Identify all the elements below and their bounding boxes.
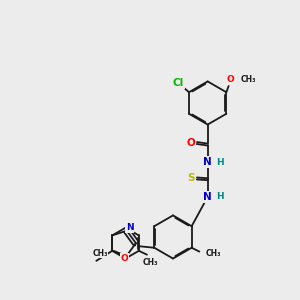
Text: CH₃: CH₃ bbox=[241, 75, 256, 84]
Text: H: H bbox=[216, 158, 224, 167]
Text: CH₃: CH₃ bbox=[92, 249, 108, 258]
Text: Cl: Cl bbox=[172, 78, 184, 88]
Text: CH₃: CH₃ bbox=[206, 249, 221, 258]
Text: N: N bbox=[203, 192, 212, 202]
Text: O: O bbox=[226, 75, 234, 84]
Text: H: H bbox=[216, 192, 224, 201]
Text: O: O bbox=[186, 138, 195, 148]
Text: N: N bbox=[203, 157, 212, 167]
Text: S: S bbox=[187, 173, 194, 184]
Text: CH₃: CH₃ bbox=[143, 258, 159, 267]
Text: N: N bbox=[126, 223, 134, 232]
Text: O: O bbox=[121, 254, 128, 263]
